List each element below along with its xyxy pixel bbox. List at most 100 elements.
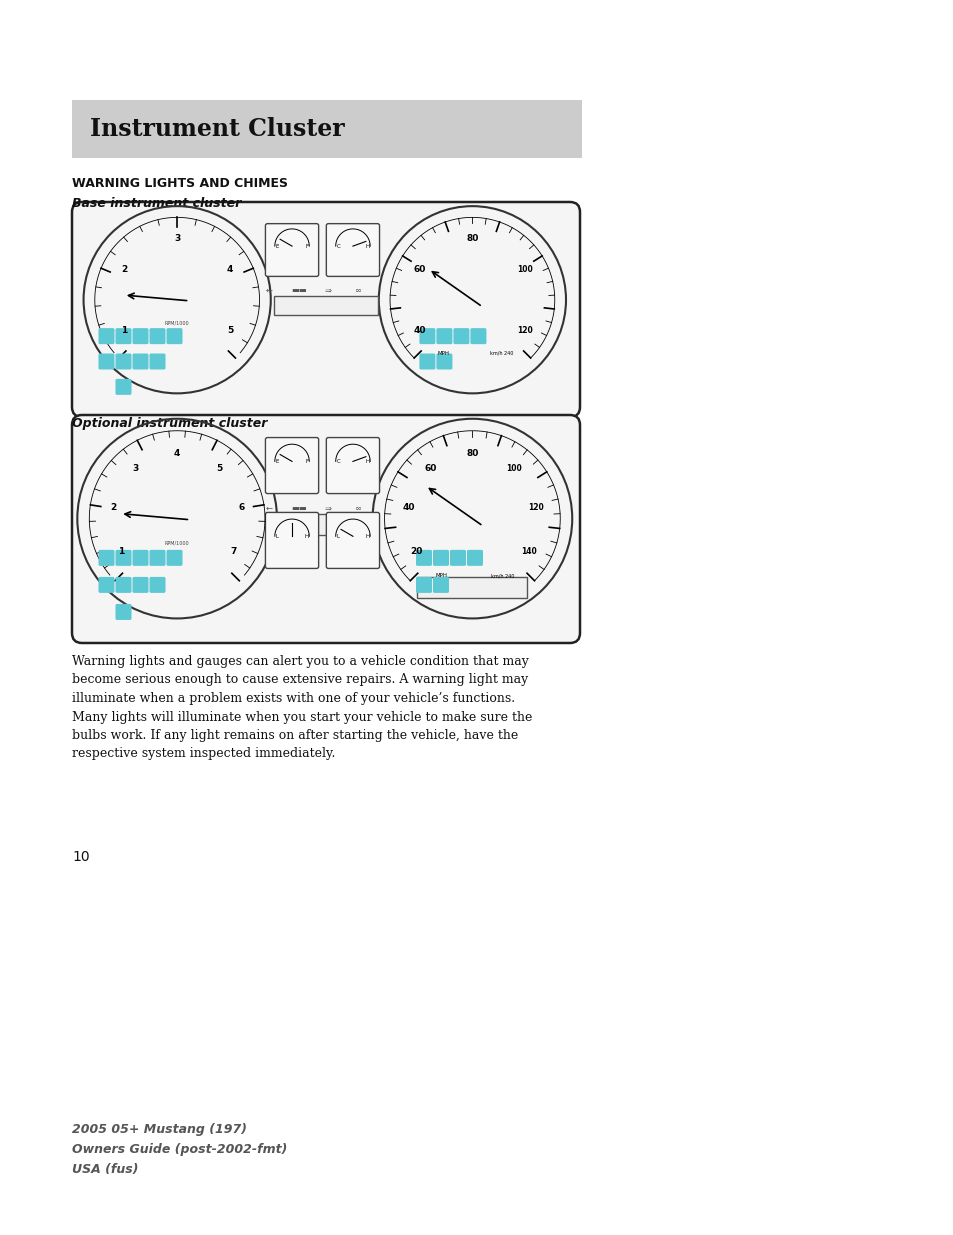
Text: km/h 240: km/h 240 bbox=[491, 573, 515, 578]
FancyBboxPatch shape bbox=[150, 353, 165, 369]
FancyBboxPatch shape bbox=[265, 224, 318, 277]
FancyBboxPatch shape bbox=[433, 550, 449, 566]
FancyBboxPatch shape bbox=[98, 550, 114, 566]
Text: ←: ← bbox=[266, 285, 273, 294]
Bar bbox=[417, 577, 527, 598]
Text: 5: 5 bbox=[215, 464, 222, 473]
Text: L: L bbox=[336, 534, 339, 538]
Text: Base instrument cluster: Base instrument cluster bbox=[71, 198, 241, 210]
Text: ∞: ∞ bbox=[354, 504, 360, 513]
FancyBboxPatch shape bbox=[416, 577, 432, 593]
FancyBboxPatch shape bbox=[453, 329, 469, 345]
Text: 1: 1 bbox=[121, 326, 128, 335]
Text: 4: 4 bbox=[173, 450, 180, 458]
Text: Instrument Cluster: Instrument Cluster bbox=[90, 117, 344, 141]
FancyBboxPatch shape bbox=[115, 550, 132, 566]
Text: MPH: MPH bbox=[436, 573, 447, 578]
Text: Owners Guide (post-2002-fmt): Owners Guide (post-2002-fmt) bbox=[71, 1144, 287, 1156]
Text: C: C bbox=[336, 459, 340, 464]
Text: Warning lights and gauges can alert you to a vehicle condition that may
become s: Warning lights and gauges can alert you … bbox=[71, 655, 532, 761]
Text: 20: 20 bbox=[410, 547, 422, 556]
FancyBboxPatch shape bbox=[115, 329, 132, 345]
Bar bbox=[274, 515, 377, 535]
Text: 6: 6 bbox=[238, 503, 244, 511]
FancyBboxPatch shape bbox=[436, 353, 452, 369]
FancyBboxPatch shape bbox=[433, 577, 449, 593]
FancyBboxPatch shape bbox=[132, 329, 149, 345]
Text: WARNING LIGHTS AND CHIMES: WARNING LIGHTS AND CHIMES bbox=[71, 177, 288, 190]
Text: C: C bbox=[336, 243, 340, 248]
Text: H: H bbox=[365, 459, 369, 464]
Text: 100: 100 bbox=[506, 464, 521, 473]
Text: USA (fus): USA (fus) bbox=[71, 1163, 138, 1176]
Text: 2005 05+ Mustang (197): 2005 05+ Mustang (197) bbox=[71, 1123, 247, 1136]
FancyBboxPatch shape bbox=[115, 577, 132, 593]
Text: 4: 4 bbox=[227, 264, 233, 274]
Text: 120: 120 bbox=[528, 503, 544, 511]
FancyBboxPatch shape bbox=[132, 550, 149, 566]
FancyBboxPatch shape bbox=[98, 577, 114, 593]
Text: 140: 140 bbox=[520, 547, 536, 556]
Text: H: H bbox=[365, 243, 369, 248]
Text: RPM/1000: RPM/1000 bbox=[165, 320, 190, 325]
Text: ∞: ∞ bbox=[354, 285, 360, 294]
FancyBboxPatch shape bbox=[419, 353, 435, 369]
Text: 1: 1 bbox=[117, 547, 124, 556]
Bar bbox=[274, 296, 377, 315]
Text: F: F bbox=[305, 243, 308, 248]
FancyBboxPatch shape bbox=[265, 437, 318, 494]
Text: 3: 3 bbox=[132, 464, 138, 473]
FancyBboxPatch shape bbox=[470, 329, 486, 345]
Text: 5: 5 bbox=[227, 326, 233, 335]
FancyBboxPatch shape bbox=[326, 437, 379, 494]
Text: ▬▬: ▬▬ bbox=[291, 504, 306, 513]
FancyBboxPatch shape bbox=[71, 100, 581, 158]
Text: MPH: MPH bbox=[437, 351, 449, 356]
Text: ▬▬: ▬▬ bbox=[291, 285, 306, 294]
FancyBboxPatch shape bbox=[115, 379, 132, 395]
Text: 2: 2 bbox=[110, 503, 116, 511]
FancyBboxPatch shape bbox=[71, 203, 579, 417]
Text: 100: 100 bbox=[517, 264, 533, 274]
Text: ⇒: ⇒ bbox=[324, 285, 331, 294]
FancyBboxPatch shape bbox=[132, 577, 149, 593]
Text: RPM/1000: RPM/1000 bbox=[165, 541, 190, 546]
FancyBboxPatch shape bbox=[416, 550, 432, 566]
Text: 60: 60 bbox=[424, 464, 436, 473]
FancyBboxPatch shape bbox=[150, 550, 165, 566]
FancyBboxPatch shape bbox=[115, 353, 132, 369]
FancyBboxPatch shape bbox=[71, 415, 579, 643]
FancyBboxPatch shape bbox=[150, 577, 165, 593]
Text: 120: 120 bbox=[517, 326, 533, 335]
FancyBboxPatch shape bbox=[132, 353, 149, 369]
FancyBboxPatch shape bbox=[98, 329, 114, 345]
Text: H: H bbox=[365, 534, 369, 538]
Text: Optional instrument cluster: Optional instrument cluster bbox=[71, 417, 267, 430]
Text: 10: 10 bbox=[71, 850, 90, 864]
FancyBboxPatch shape bbox=[450, 550, 465, 566]
Text: F: F bbox=[305, 459, 308, 464]
FancyBboxPatch shape bbox=[150, 329, 165, 345]
Text: E: E bbox=[275, 459, 279, 464]
Text: E: E bbox=[275, 243, 279, 248]
Text: km/h 240: km/h 240 bbox=[489, 351, 513, 356]
Text: ←: ← bbox=[266, 504, 273, 513]
FancyBboxPatch shape bbox=[115, 604, 132, 620]
Text: 80: 80 bbox=[466, 450, 478, 458]
FancyBboxPatch shape bbox=[326, 513, 379, 568]
Text: 60: 60 bbox=[413, 264, 425, 274]
Text: ⇒: ⇒ bbox=[324, 504, 331, 513]
Text: 40: 40 bbox=[413, 326, 425, 335]
FancyBboxPatch shape bbox=[167, 550, 182, 566]
Text: 3: 3 bbox=[173, 235, 180, 243]
FancyBboxPatch shape bbox=[98, 353, 114, 369]
FancyBboxPatch shape bbox=[436, 329, 452, 345]
FancyBboxPatch shape bbox=[419, 329, 435, 345]
Text: 7: 7 bbox=[230, 547, 236, 556]
FancyBboxPatch shape bbox=[167, 329, 182, 345]
FancyBboxPatch shape bbox=[326, 224, 379, 277]
Text: 80: 80 bbox=[466, 235, 478, 243]
Text: 40: 40 bbox=[402, 503, 415, 511]
Text: H: H bbox=[304, 534, 309, 538]
Text: L: L bbox=[275, 534, 278, 538]
